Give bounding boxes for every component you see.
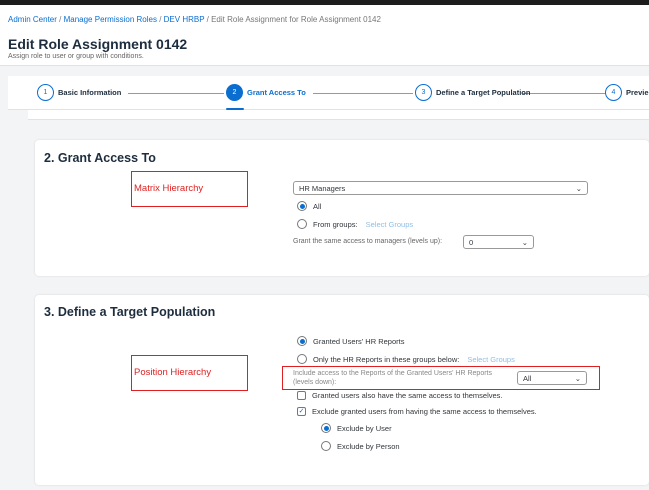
checkbox-label: Exclude granted users from having the sa… — [312, 407, 537, 416]
section-card-top — [28, 110, 649, 120]
radio-icon — [297, 336, 307, 346]
active-step-indicator — [226, 108, 244, 110]
step-label: Grant Access To — [247, 88, 306, 97]
step-label: Define a Target Population — [436, 88, 531, 97]
step-label: Previe — [626, 88, 649, 97]
managers-levels-select[interactable]: 0 ⌄ — [463, 235, 534, 249]
step-label: Basic Information — [58, 88, 122, 97]
page-header — [0, 5, 649, 66]
radio-label: Exclude by Person — [337, 441, 400, 451]
section-heading: 3. Define a Target Population — [44, 305, 216, 319]
annotation-matrix-hierarchy: Matrix Hierarchy — [131, 171, 248, 207]
chevron-down-icon: ⌄ — [521, 237, 528, 247]
step-number: 4 — [605, 84, 622, 101]
include-levels-select[interactable]: All ⌄ — [517, 371, 587, 385]
hierarchy-select[interactable]: HR Managers ⌄ — [293, 181, 588, 195]
radio-label: Granted Users' HR Reports — [313, 336, 405, 346]
step-connector — [128, 93, 224, 94]
radio-icon — [297, 219, 307, 229]
radio-exclude-by-person[interactable]: Exclude by Person — [321, 441, 400, 451]
radio-label: Exclude by User — [337, 423, 392, 433]
page-title: Edit Role Assignment 0142 — [8, 36, 188, 52]
radio-from-groups[interactable]: From groups: Select Groups — [297, 219, 413, 229]
radio-exclude-by-user[interactable]: Exclude by User — [321, 423, 392, 433]
radio-all[interactable]: All — [297, 201, 321, 211]
radio-granted-reports[interactable]: Granted Users' HR Reports — [297, 336, 404, 346]
checkbox-exclude-self[interactable]: ✓ Exclude granted users from having the s… — [297, 407, 537, 416]
checkbox-self-access[interactable]: Granted users also have the same access … — [297, 391, 503, 400]
select-groups-link[interactable]: Select Groups — [365, 219, 414, 229]
grant-access-section: 2. Grant Access To Matrix Hierarchy HR M… — [35, 140, 649, 276]
annotation-position-hierarchy: Position Hierarchy — [131, 355, 248, 391]
step-connector — [313, 93, 413, 94]
radio-icon — [321, 441, 331, 451]
radio-label: From groups: — [313, 219, 358, 229]
select-value: 0 — [469, 237, 474, 247]
step-number: 1 — [37, 84, 54, 101]
select-value: HR Managers — [299, 183, 346, 193]
select-value: All — [523, 373, 532, 383]
step-connector — [522, 93, 610, 94]
radio-label: Only the HR Reports in these groups belo… — [313, 354, 460, 364]
step-basic-information[interactable]: 1 Basic Information — [37, 84, 121, 101]
select-groups-link[interactable]: Select Groups — [467, 354, 515, 364]
checkbox-label: Granted users also have the same access … — [312, 391, 503, 400]
target-population-section: 3. Define a Target Population Position H… — [35, 295, 649, 485]
step-preview[interactable]: 4 Previe — [605, 84, 649, 101]
radio-icon — [297, 354, 307, 364]
breadcrumb-manage-roles[interactable]: Manage Permission Roles — [63, 15, 157, 24]
section-heading: 2. Grant Access To — [44, 151, 156, 165]
annotation-highlight-box — [282, 366, 600, 390]
step-number: 3 — [415, 84, 432, 101]
step-target-population[interactable]: 3 Define a Target Population — [415, 84, 530, 101]
breadcrumb-current: Edit Role Assignment for Role Assignment… — [211, 15, 381, 24]
wizard-stepper: 1 Basic Information 2 Grant Access To 3 Def… — [8, 76, 649, 110]
include-levels-label: Include access to the Reports of the Gra… — [293, 370, 492, 386]
breadcrumb-dev-hrbp[interactable]: DEV HRBP — [163, 15, 205, 24]
breadcrumb: Admin Center / Manage Permission Roles /… — [8, 15, 381, 24]
step-number: 2 — [226, 84, 243, 101]
chevron-down-icon: ⌄ — [574, 373, 581, 383]
chevron-down-icon: ⌄ — [575, 183, 582, 193]
top-bar — [0, 0, 649, 5]
breadcrumb-admin-center[interactable]: Admin Center — [8, 15, 57, 24]
checkbox-icon — [297, 391, 306, 400]
step-grant-access[interactable]: 2 Grant Access To — [226, 84, 306, 101]
radio-icon — [297, 201, 307, 211]
radio-icon — [321, 423, 331, 433]
checkmark-icon: ✓ — [297, 407, 306, 416]
radio-only-groups[interactable]: Only the HR Reports in these groups belo… — [297, 354, 515, 364]
managers-levels-label: Grant the same access to managers (level… — [293, 238, 443, 245]
radio-label: All — [313, 201, 322, 211]
page-subtitle: Assign role to user or group with condit… — [8, 53, 144, 60]
